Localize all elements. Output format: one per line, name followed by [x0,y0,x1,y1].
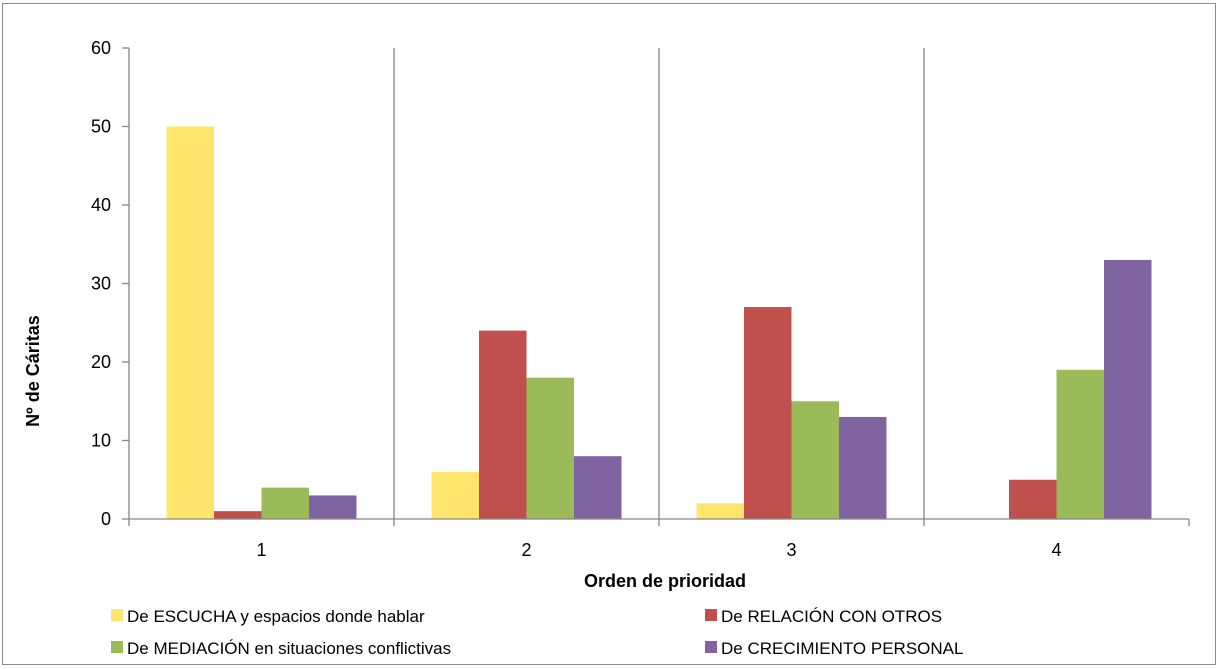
y-tick-label: 50 [91,117,111,137]
y-tick-label: 20 [91,352,111,372]
legend-label: De MEDIACIÓN en situaciones conflictivas [127,639,451,658]
x-tick-label: 3 [786,540,796,560]
y-tick-label: 40 [91,195,111,215]
bar-chart: 0 10 20 30 40 50 60 1 2 3 4 Nº de Cáritas Orden d… [23,38,1190,658]
bar [309,495,357,519]
legend-item: De RELACIÓN CON OTROS [705,607,942,626]
legend-label: De ESCUCHA y espacios donde hablar [127,607,425,626]
x-tick-labels: 1 2 3 4 [256,540,1061,560]
legend-swatch [705,641,717,653]
x-tick-label: 1 [256,540,266,560]
bar [696,503,744,519]
bars [166,126,1152,519]
bar [431,471,479,519]
legend-label: De RELACIÓN CON OTROS [721,607,942,626]
y-axis-title: Nº de Cáritas [23,315,43,427]
bar [166,126,214,519]
bar [839,416,887,519]
legend-swatch [111,609,123,621]
x-tick-label: 2 [521,540,531,560]
legend-label: De CRECIMIENTO PERSONAL [721,639,963,658]
grid-lines [393,48,925,519]
bar [1104,259,1152,519]
legend: De ESCUCHA y espacios donde hablar De REL… [111,607,963,658]
legend-swatch [111,641,123,653]
chart-frame: 0 10 20 30 40 50 60 1 2 3 4 Nº de Cáritas Orden d… [2,3,1216,665]
bar [261,487,309,519]
legend-item: De MEDIACIÓN en situaciones conflictivas [111,639,451,658]
legend-swatch [705,609,717,621]
bar [791,401,839,519]
y-tick-label: 60 [91,38,111,58]
y-tick-labels: 0 10 20 30 40 50 60 [91,38,111,529]
x-tick-label: 4 [1051,540,1061,560]
axes [122,47,1190,526]
bar [214,511,262,519]
y-tick-label: 10 [91,431,111,451]
x-axis-title: Orden de prioridad [584,571,746,591]
y-tick-label: 30 [91,274,111,294]
bar [574,456,622,519]
bar [479,330,527,519]
bar [526,377,574,519]
legend-item: De ESCUCHA y espacios donde hablar [111,607,425,626]
y-tick-label: 0 [101,509,111,529]
bar [1056,369,1104,519]
legend-item: De CRECIMIENTO PERSONAL [705,639,963,658]
bar [1009,479,1057,519]
bar [744,307,792,519]
